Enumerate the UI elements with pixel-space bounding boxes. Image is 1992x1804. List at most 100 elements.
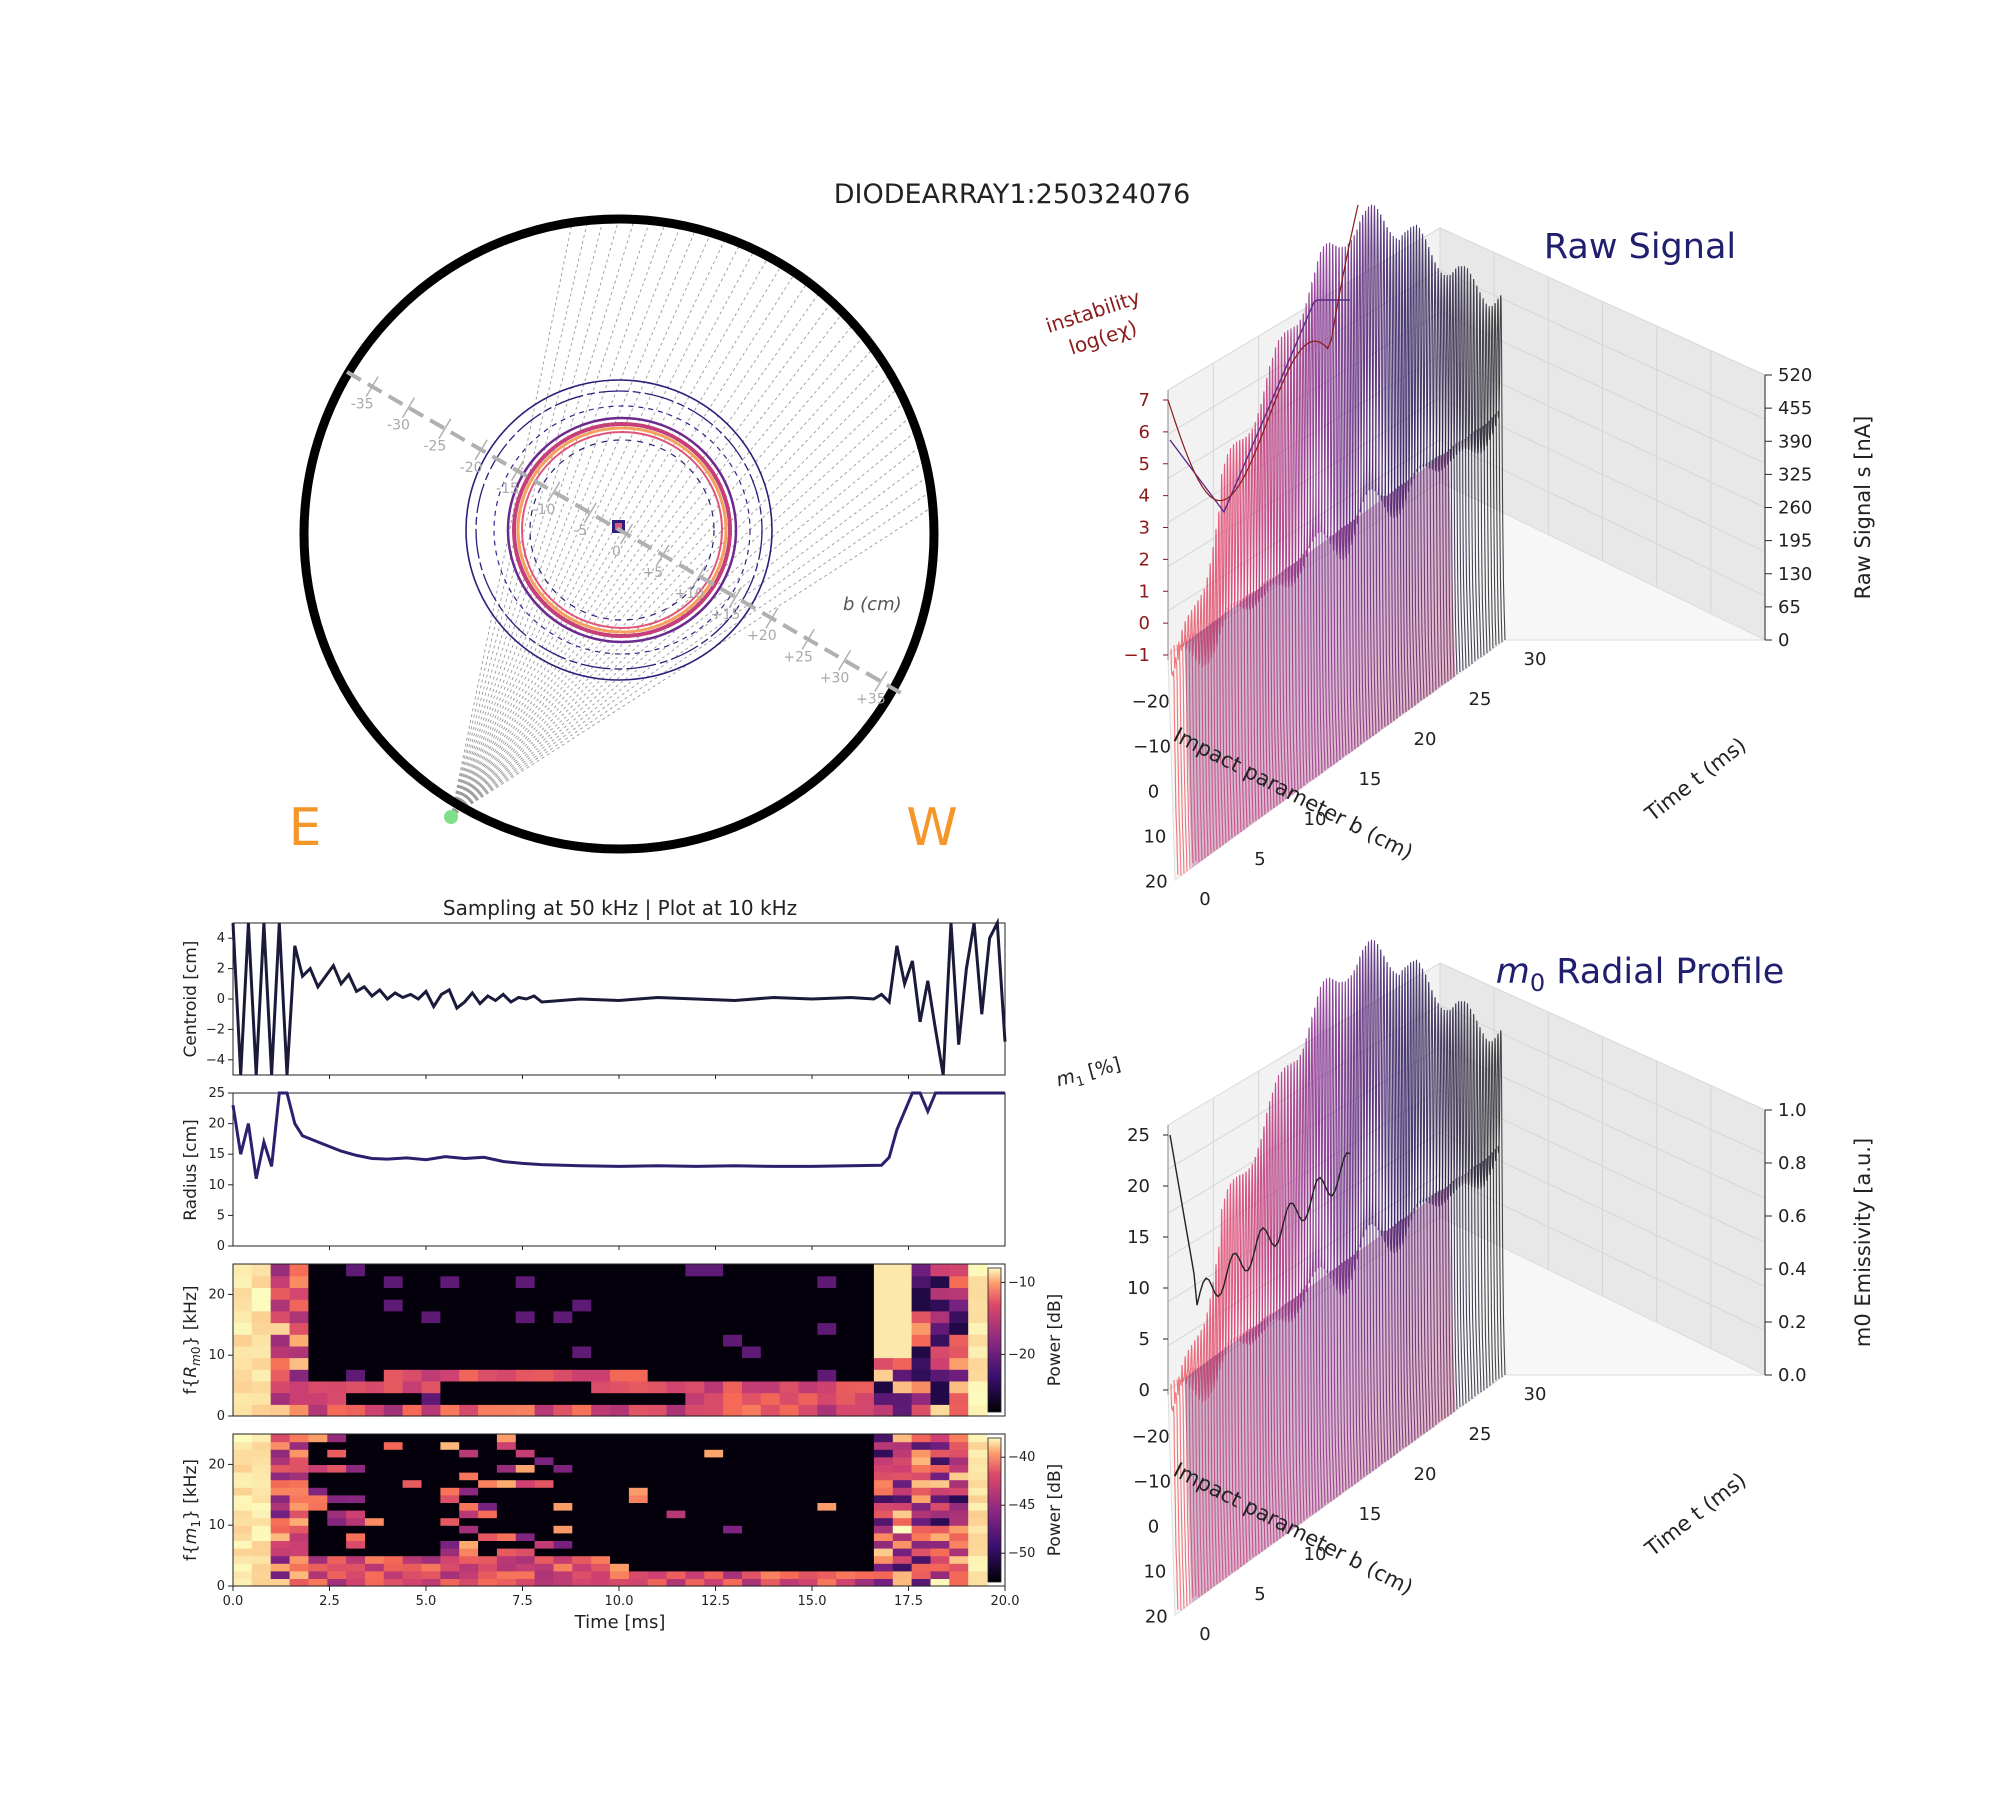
spectrogram-cell [534,1357,555,1370]
spectrogram-cell [496,1487,517,1496]
spectrogram-cell [289,1456,310,1465]
spectrogram-cell [798,1548,818,1557]
spectrogram-cell [798,1369,818,1382]
spectrogram-cell [968,1555,988,1564]
spectrogram-cell [855,1404,875,1417]
spectrogram-cell [610,1540,630,1549]
spectrogram-cell [855,1456,875,1465]
grid-line [1439,1174,1766,1332]
spectrogram-cell [459,1334,479,1347]
spectrogram-cell [836,1548,856,1557]
spectrogram-cell [685,1264,705,1277]
spectrogram-cell [666,1548,686,1557]
spectrogram-cell [779,1369,800,1382]
emission-contours [465,379,773,681]
spectrogram-cell [742,1322,762,1335]
spectrogram-cell [779,1299,800,1312]
spectrogram-cell [968,1434,988,1443]
spectrogram-cell [968,1380,988,1394]
spectrogram-cell [308,1334,328,1347]
spectrogram-cell [704,1525,724,1534]
spectrogram-cell [308,1525,328,1534]
time-tick-label: 20 [1414,729,1437,750]
spectrogram-cell [892,1532,913,1541]
spectrogram-cell [930,1456,950,1465]
spectrogram-cell [515,1494,536,1503]
spectrogram-cell [685,1287,705,1300]
spectrogram-m1-cells [233,1434,988,1587]
spectrogram-cell [685,1380,705,1394]
spectrogram-cell [251,1264,272,1277]
spectrogram-cell [666,1310,686,1324]
z-tick-label: 65 [1778,597,1801,618]
z-axis-label: m0 Emissivity [a.u.] [1851,1138,1875,1347]
spectrogram-cell [892,1456,913,1465]
spectrogram-cell [515,1275,536,1288]
spectrogram-cell [628,1487,649,1496]
spectrogram-cell [836,1449,856,1458]
spectrogram-cell [496,1456,517,1465]
spectrogram-cell [968,1456,988,1465]
spectrogram-cell [760,1578,781,1587]
spectrogram-cell [289,1532,310,1541]
spectrogram-cell [383,1334,404,1347]
spectrogram-cell [591,1464,611,1473]
spectrogram-cell [892,1441,913,1450]
colorbar-m1-label: Power [dB] [1045,1464,1065,1557]
spectrogram-cell [251,1275,272,1288]
spectrogram-cell [723,1517,743,1526]
spectrogram-cell [760,1345,781,1359]
waterfall-series-line [1179,1364,1188,1607]
y-tick-label: −2 [206,1022,225,1037]
spectrogram-cell [591,1525,611,1534]
spectrogram-cell [365,1555,385,1564]
spectrogram-cell [647,1404,668,1417]
spectrogram-cell [327,1449,347,1458]
spectrogram-cell [628,1502,649,1511]
spectrogram-cell [346,1441,366,1450]
spectrogram-cell [968,1532,988,1541]
spectrogram-cell [836,1275,856,1288]
y-tick-label: 20 [208,1457,225,1472]
spectrogram-cell [478,1464,498,1473]
spectrogram-cell [553,1494,573,1503]
spectrogram-cell [704,1548,724,1557]
spectrogram-cell [534,1525,555,1534]
spectrogram-cell [289,1380,310,1394]
spectrogram-cell [723,1456,743,1465]
spectrogram-cell [779,1334,800,1347]
spectrogram-cell [233,1275,253,1288]
spectrogram-cell [591,1456,611,1465]
spectrogram-cell [421,1464,441,1473]
spectrogram-cell [383,1345,404,1359]
spectrogram-cell [647,1392,668,1405]
spectrogram-cell [968,1357,988,1370]
spectrogram-cell [723,1345,743,1359]
spectrogram-cell [911,1287,932,1300]
spectrogram-cell [930,1264,950,1277]
impact-tick-label: −20 [1132,692,1170,713]
spectrogram-cell [704,1532,724,1541]
spectrogram-cell [892,1563,913,1572]
spectrogram-cell [308,1264,328,1277]
spectrogram-cell [383,1525,404,1534]
chord-line [450,401,906,818]
spectrogram-cell [591,1578,611,1587]
spectrogram-cell [440,1287,460,1300]
spectrogram-cell [591,1392,611,1405]
spectrogram-cell [930,1510,950,1519]
spectrogram-cell [365,1322,385,1335]
spectrogram-cell [930,1479,950,1488]
spectrogram-cell [892,1502,913,1511]
spectrogram-cell [402,1548,423,1557]
spectrogram-cell [534,1563,555,1572]
spectrogram-cell [742,1434,762,1443]
spectrogram-cell [685,1563,705,1572]
spectrogram-cell [383,1456,404,1465]
colorbar-m1-ticks: −40−45−50 [1001,1450,1035,1561]
chord-line [450,347,874,818]
spectrogram-cell [760,1525,781,1534]
spectrogram-cell [346,1392,366,1405]
